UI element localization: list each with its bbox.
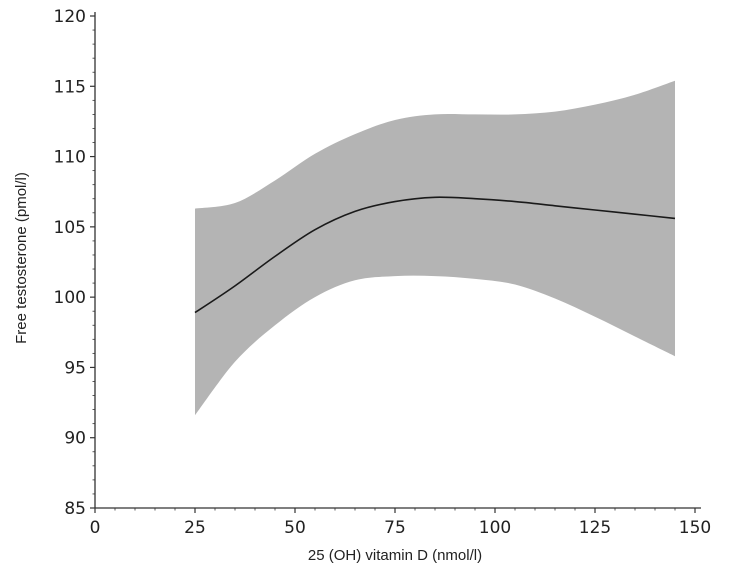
x-tick-label: 0 bbox=[90, 518, 101, 538]
x-tick-label: 25 bbox=[184, 518, 206, 538]
x-tick-label: 50 bbox=[284, 518, 306, 538]
axes-layer bbox=[94, 12, 701, 509]
y-tick-label: 85 bbox=[64, 499, 86, 519]
y-tick-label: 120 bbox=[54, 7, 86, 27]
x-tick-label: 125 bbox=[579, 518, 611, 538]
series-line-layer bbox=[194, 196, 676, 314]
y-tick-label: 90 bbox=[64, 429, 86, 449]
y-tick-label: 110 bbox=[54, 148, 86, 168]
x-tick-label: 75 bbox=[384, 518, 406, 538]
y-tick-label: 95 bbox=[64, 358, 86, 378]
y-tick-label: 100 bbox=[54, 288, 86, 308]
x-tick-label: 100 bbox=[479, 518, 511, 538]
x-axis-title: 25 (OH) vitamin D (nmol/l) bbox=[308, 547, 482, 564]
y-tick-label: 115 bbox=[54, 77, 86, 97]
series-line bbox=[194, 196, 676, 314]
y-tick-label: 105 bbox=[54, 218, 86, 238]
ticks-layer: 85 90 95 100 105 110 115 120 0 25 50 75 100 125 150 bbox=[54, 7, 712, 538]
confidence-band bbox=[195, 80, 675, 416]
confidence-band-layer bbox=[195, 80, 675, 416]
y-axis-title: Free testosterone (pmol/l) bbox=[13, 172, 30, 344]
x-tick-label: 150 bbox=[679, 518, 711, 538]
